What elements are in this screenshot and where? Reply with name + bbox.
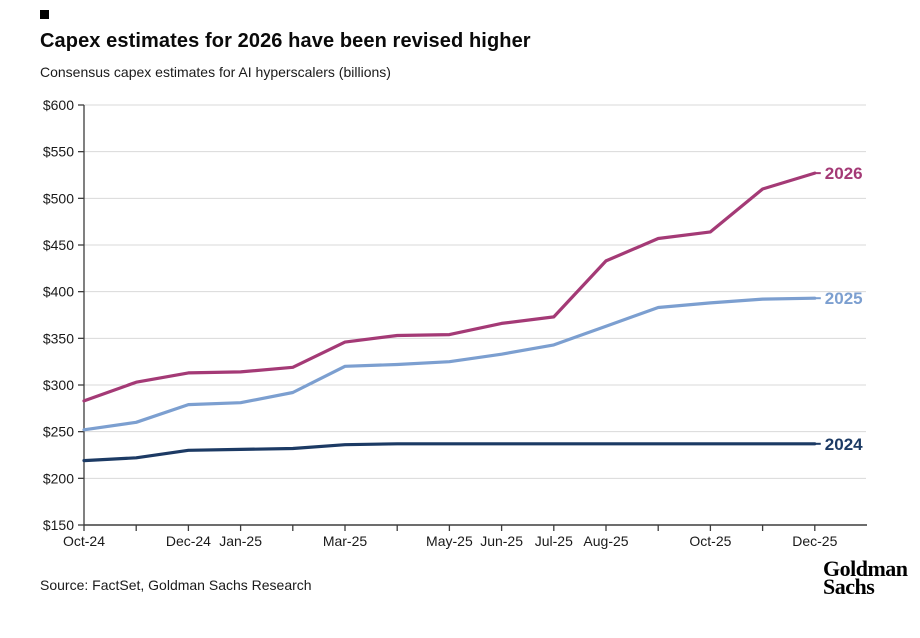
y-tick-label: $350 [43,330,74,346]
x-tick-label: Jul-25 [535,533,573,549]
series-end-label-2024: 2024 [825,435,863,454]
y-tick-label: $450 [43,237,74,253]
goldman-sachs-logo: Goldman Sachs [823,556,908,599]
series-line-2026 [82,171,817,403]
y-tick-label: $600 [43,97,74,113]
series-line-2024 [82,442,817,463]
goldman-sachs-logo-line2: Sachs [823,574,875,599]
x-tick-label: Dec-24 [166,533,211,549]
y-tick-label: $250 [43,424,74,440]
x-tick-label: Dec-25 [792,533,837,549]
y-tick-label: $400 [43,284,74,300]
capex-line-chart: $150 $200 $250 $300 $350 $400 $450 $500 $550 $600… [43,97,867,549]
x-tick-label: May-25 [426,533,473,549]
goldman-sachs-logo-line1: Goldman [823,556,908,581]
x-tick-label: Mar-25 [323,533,368,549]
y-tick-label: $150 [43,517,74,533]
x-tick-label: Oct-24 [63,533,105,549]
y-tick-label: $500 [43,190,74,206]
x-tick-label: Jun-25 [480,533,523,549]
y-tick-label: $300 [43,377,74,393]
chart-subtitle: Consensus capex estimates for AI hypersc… [40,64,391,80]
series-end-label-2026: 2026 [825,164,863,183]
x-tick-label: Oct-25 [689,533,731,549]
x-tick-label: Jan-25 [219,533,262,549]
series-line-2025 [82,296,817,432]
y-tick-label: $550 [43,144,74,160]
source-note: Source: FactSet, Goldman Sachs Research [40,577,312,593]
series-end-label-2025: 2025 [825,289,863,308]
x-tick-label: Aug-25 [583,533,628,549]
y-tick-label: $200 [43,470,74,486]
chart-title: Capex estimates for 2026 have been revis… [40,30,531,52]
brand-square-icon [40,10,49,19]
